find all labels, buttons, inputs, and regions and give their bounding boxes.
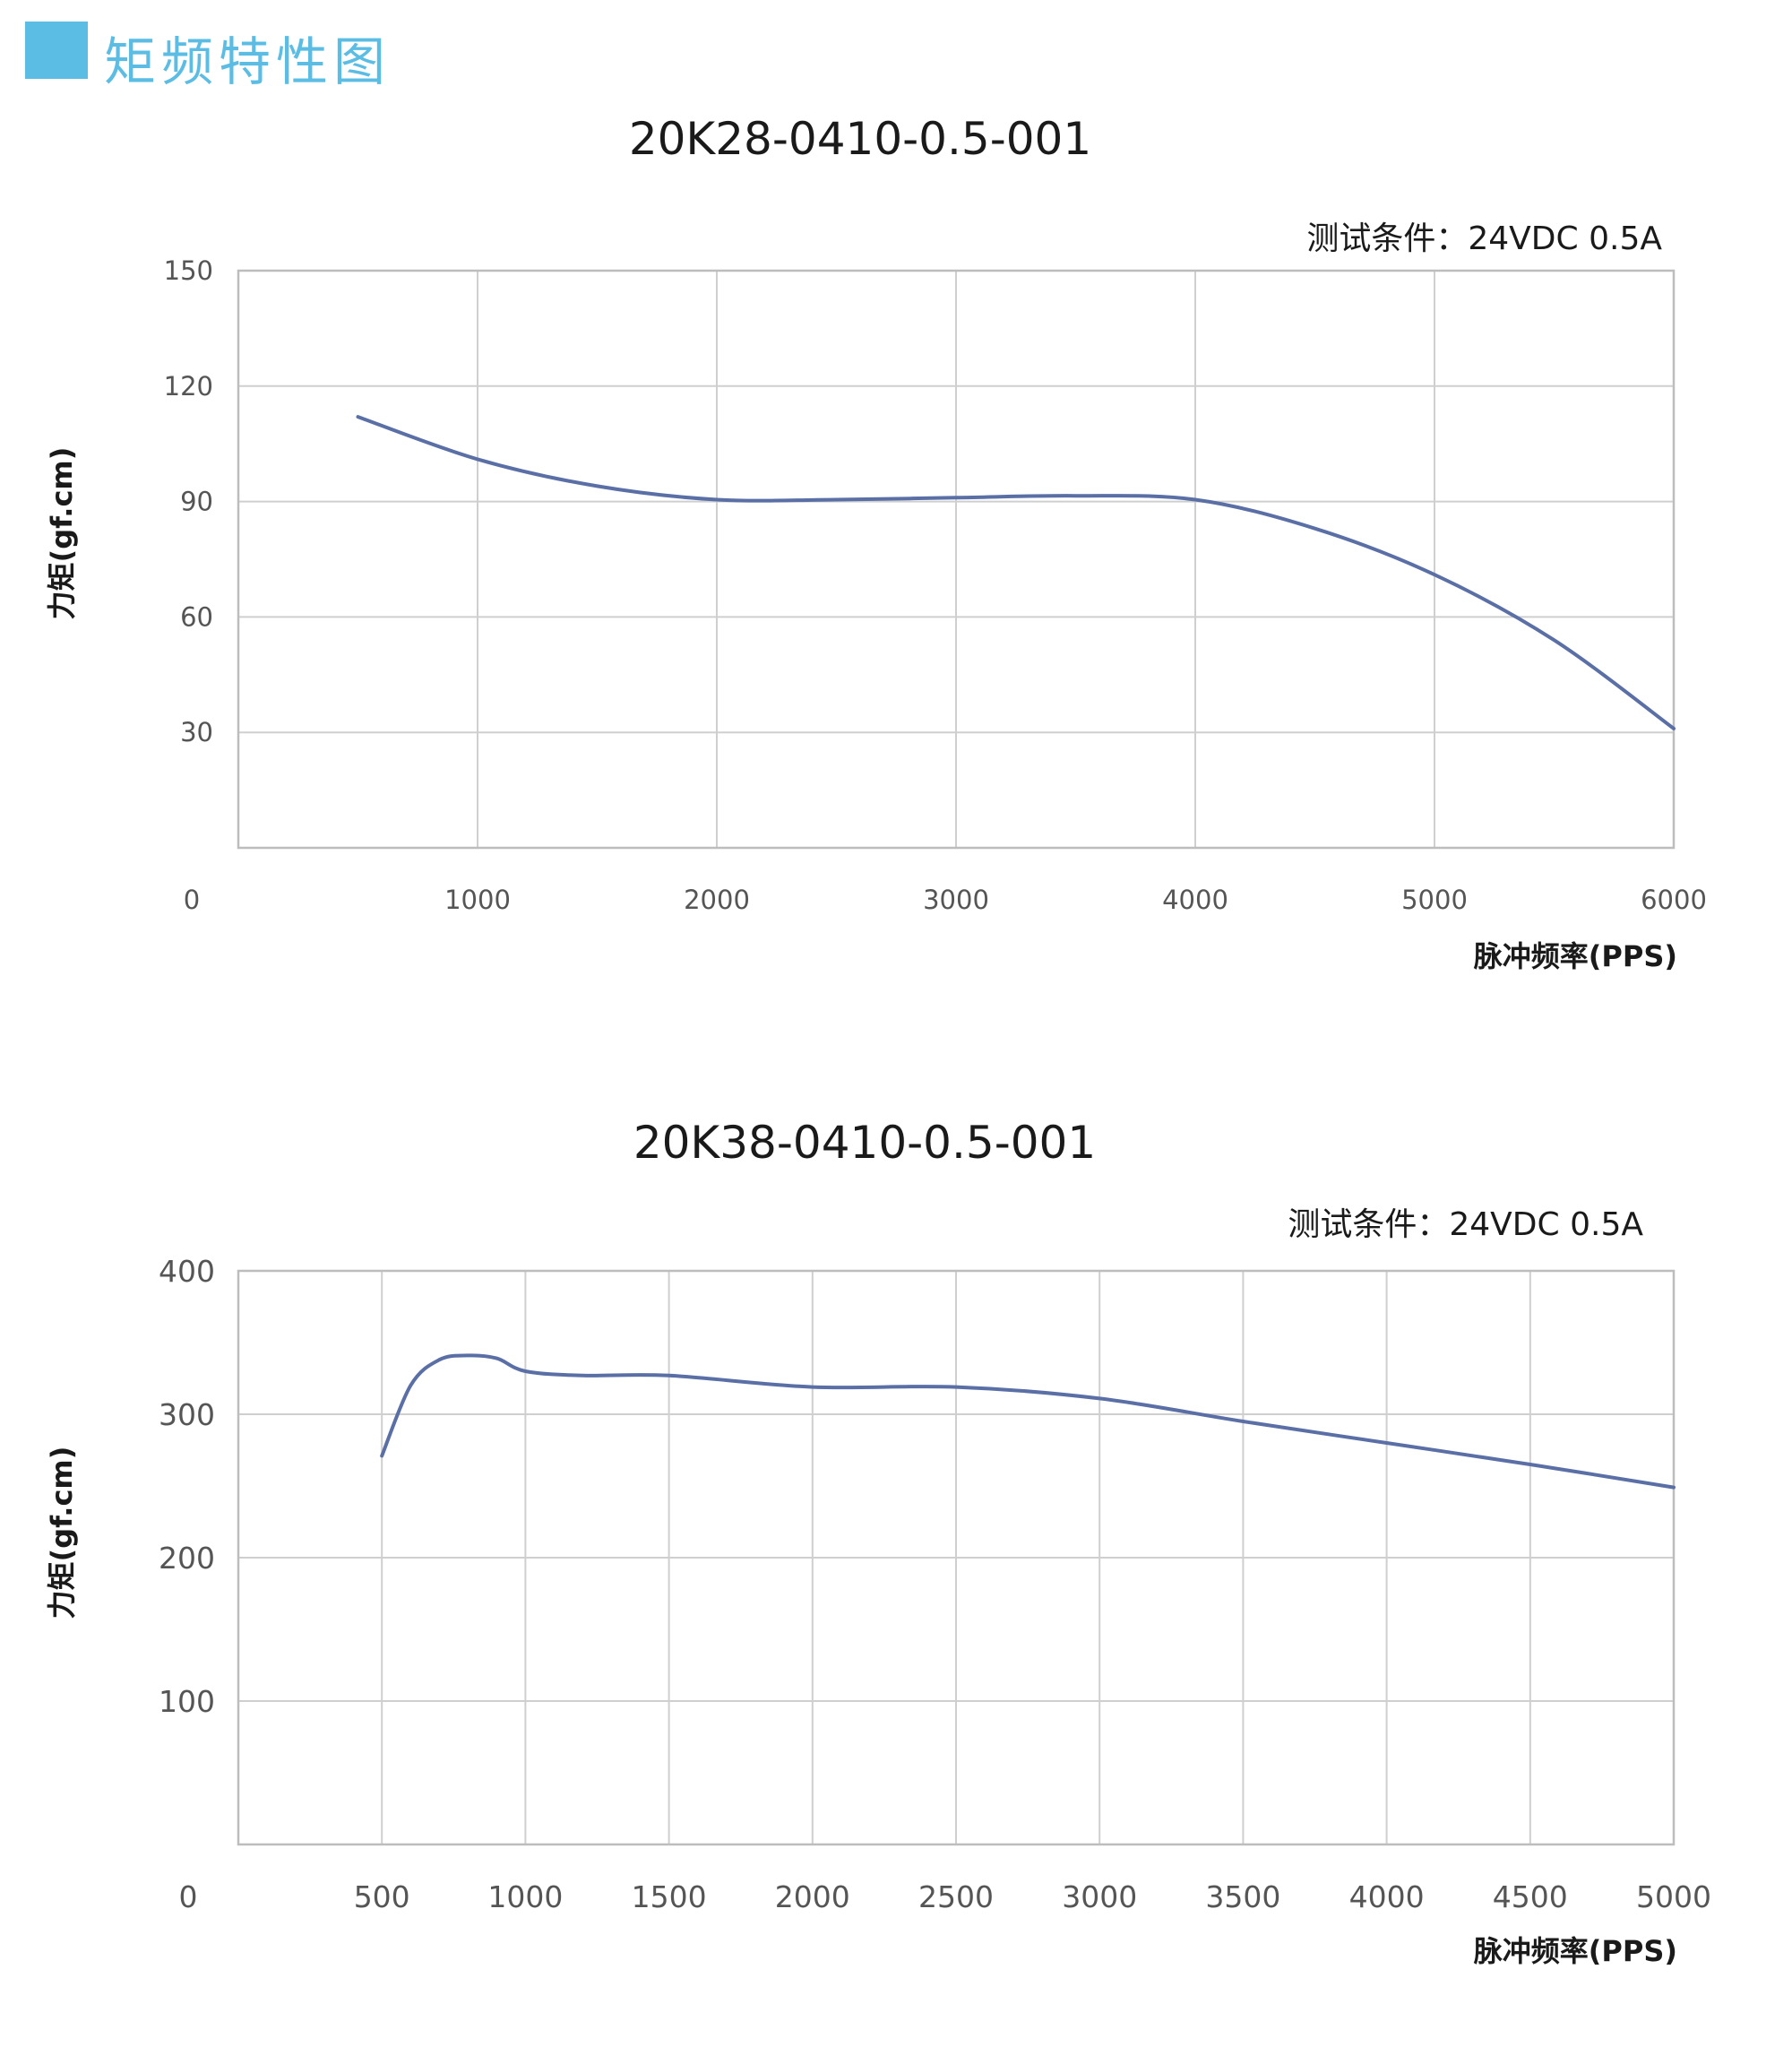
- x-tick-label: 500: [354, 1879, 410, 1914]
- y-tick-label: 100: [159, 1684, 215, 1719]
- y-tick-label: 120: [164, 371, 213, 402]
- y-tick-label: 90: [180, 487, 213, 517]
- header-square-icon: [25, 22, 88, 79]
- x-tick-label: 2500: [918, 1879, 994, 1914]
- y-tick-label: 200: [159, 1541, 215, 1576]
- chart-title: 20K28-0410-0.5-001: [629, 113, 1091, 165]
- x-tick-label: 0: [179, 1879, 198, 1914]
- x-tick-label: 4000: [1349, 1879, 1425, 1914]
- x-tick-label: 6000: [1641, 885, 1707, 915]
- y-tick-label: 400: [159, 1254, 215, 1289]
- y-axis-label: 力矩(gf.cm): [45, 1447, 79, 1619]
- test-condition: 测试条件：24VDC 0.5A: [1306, 220, 1662, 257]
- x-tick-label: 2000: [775, 1879, 850, 1914]
- torque-curve: [380, 1353, 1676, 1490]
- x-tick-label: 1000: [444, 885, 511, 915]
- y-tick-label: 300: [159, 1397, 215, 1432]
- x-axis-label: 脉冲频率(PPS): [1474, 1934, 1677, 1968]
- x-tick-label: 3000: [923, 885, 989, 915]
- section-title: 矩频特性图: [104, 31, 392, 92]
- x-axis-label: 脉冲频率(PPS): [1474, 939, 1677, 973]
- torque-curve: [356, 415, 1676, 730]
- x-tick-label: 0: [184, 885, 200, 915]
- plot-frame: [237, 269, 1676, 850]
- x-tick-label: 1500: [632, 1879, 707, 1914]
- x-tick-label: 1000: [487, 1879, 563, 1914]
- y-tick-label: 150: [164, 255, 213, 286]
- x-tick-label: 5000: [1401, 885, 1468, 915]
- y-axis-label: 力矩(gf.cm): [45, 447, 79, 620]
- test-condition: 测试条件：24VDC 0.5A: [1288, 1206, 1643, 1243]
- plot-frame: [237, 1269, 1676, 1846]
- x-tick-label: 5000: [1636, 1879, 1711, 1914]
- x-tick-label: 3000: [1062, 1879, 1137, 1914]
- x-tick-label: 4000: [1162, 885, 1228, 915]
- y-tick-label: 30: [180, 717, 213, 747]
- y-tick-label: 60: [180, 601, 213, 632]
- x-tick-label: 3500: [1205, 1879, 1280, 1914]
- x-tick-label: 4500: [1493, 1879, 1568, 1914]
- x-tick-label: 2000: [684, 885, 750, 915]
- chart-title: 20K38-0410-0.5-001: [633, 1117, 1096, 1169]
